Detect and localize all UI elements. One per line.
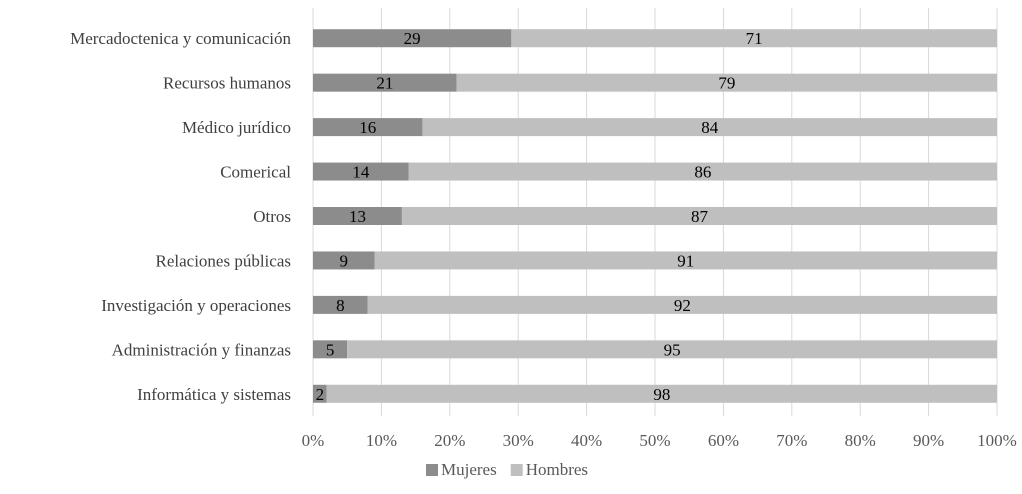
x-tick-label: 80% [845, 431, 876, 450]
bar-mujeres [313, 384, 327, 403]
legend-swatch [510, 464, 523, 476]
data-label: 14 [352, 163, 370, 182]
bar-mujeres [313, 251, 375, 270]
bar-hombres [326, 384, 997, 403]
data-label: 91 [677, 251, 694, 270]
data-label: 9 [340, 251, 349, 270]
x-tick-label: 30% [503, 431, 534, 450]
x-tick-label: 0% [302, 431, 325, 450]
bar-hombres [401, 207, 997, 225]
category-label: Administración y finanzas [112, 340, 291, 359]
bar-hombres [374, 251, 997, 270]
category-label: Relaciones públicas [156, 251, 292, 270]
bar-mujeres [313, 162, 409, 181]
bars: 29 71 21 79 16 84 14 86 13 87 9 91 8 92 5 95 2 98 [313, 29, 998, 404]
data-label: 98 [653, 385, 670, 404]
bar-hombres [408, 162, 997, 181]
bar-mujeres [313, 118, 423, 137]
data-label: 86 [694, 163, 711, 182]
data-label: 79 [718, 74, 735, 93]
legend: Mujeres Hombres [426, 460, 588, 479]
x-tick-label: 40% [571, 431, 602, 450]
legend-label: Hombres [526, 460, 588, 479]
bar-mujeres [313, 207, 402, 225]
category-label: Mercadoctenica y comunicación [70, 29, 291, 48]
category-label: Otros [253, 207, 291, 226]
legend-label: Mujeres [441, 460, 497, 479]
x-tick-label: 90% [913, 431, 944, 450]
data-label: 71 [746, 29, 763, 48]
data-label: 95 [664, 340, 681, 359]
data-label: 16 [359, 118, 376, 137]
data-label: 84 [701, 118, 719, 137]
bar-hombres [422, 118, 997, 137]
x-tick-label: 100% [977, 431, 1017, 450]
bar-mujeres [313, 73, 457, 92]
x-tick-labels: 0% 10% 20% 30% 40% 50% 60% 70% 80% 90% 100% [302, 431, 1017, 450]
data-label: 2 [316, 385, 325, 404]
data-label: 87 [691, 207, 709, 226]
category-label: Recursos humanos [163, 74, 291, 93]
category-labels: Mercadoctenica y comunicación Recursos hu… [70, 29, 291, 404]
data-label: 8 [336, 296, 345, 315]
category-label: Investigación y operaciones [101, 296, 291, 315]
x-tick-label: 60% [708, 431, 739, 450]
bar-mujeres [313, 340, 348, 359]
x-tick-label: 10% [366, 431, 397, 450]
bar-hombres [367, 295, 998, 314]
data-label: 21 [376, 74, 393, 93]
bar-hombres [511, 29, 997, 48]
data-label: 13 [349, 207, 366, 226]
data-label: 92 [674, 296, 691, 315]
legend-swatch [426, 464, 438, 476]
x-tick-label: 70% [776, 431, 807, 450]
bar-mujeres [313, 295, 368, 314]
data-label: 5 [326, 340, 335, 359]
category-label: Médico jurídico [182, 118, 291, 137]
bar-mujeres [313, 29, 512, 48]
bar-hombres [347, 340, 997, 359]
category-label: Informática y sistemas [137, 385, 291, 404]
x-tick-label: 20% [434, 431, 465, 450]
category-label: Comerical [220, 163, 291, 182]
bar-hombres [456, 73, 997, 92]
data-label: 29 [404, 29, 421, 48]
x-tick-label: 50% [639, 431, 670, 450]
